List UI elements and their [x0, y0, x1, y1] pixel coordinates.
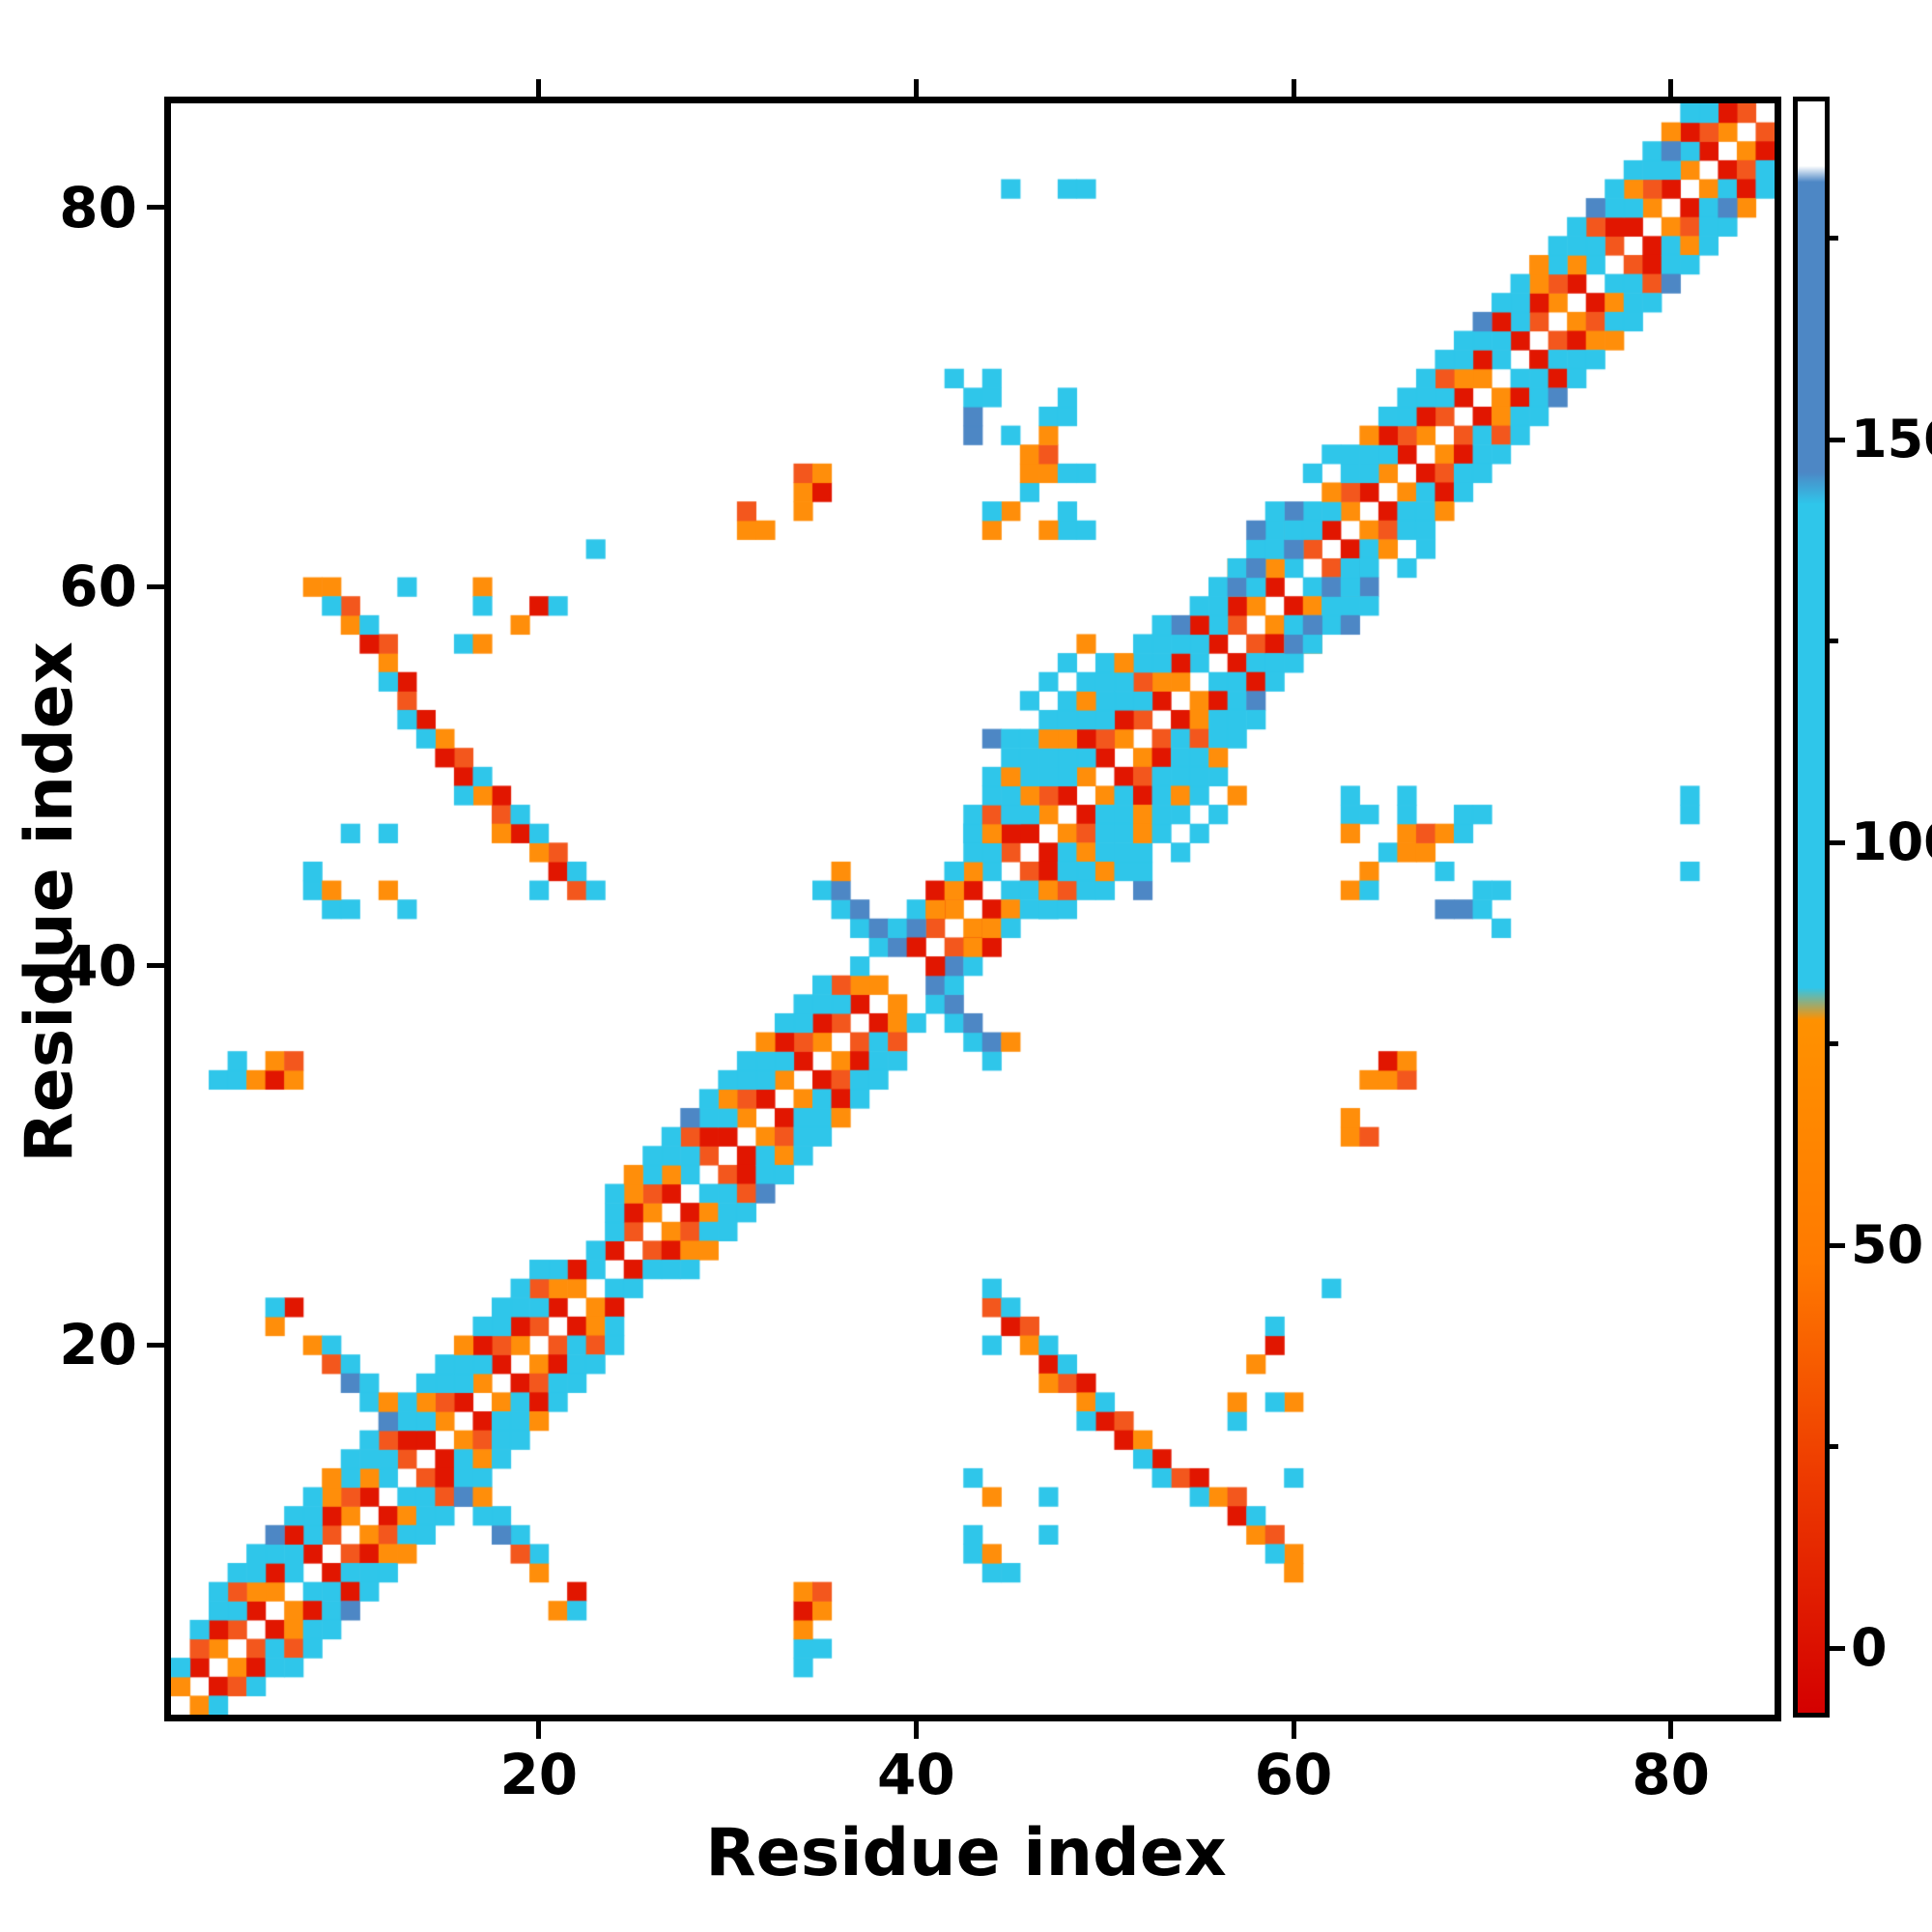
- colorbar-minor-tick-mark: [1830, 1041, 1838, 1047]
- x-tick-mark: [1291, 1721, 1296, 1739]
- colorbar-tick-label: 100: [1851, 811, 1932, 873]
- contact-map-canvas: [171, 103, 1775, 1715]
- y-axis-label: Residue index: [12, 641, 88, 1163]
- colorbar-tick-label: 150: [1851, 409, 1932, 470]
- colorbar-tick-mark: [1830, 1645, 1845, 1651]
- y-tick-mark: [147, 1342, 164, 1348]
- x-tick-mark: [913, 1721, 919, 1739]
- y-tick-label: 60: [59, 554, 137, 620]
- colorbar-tick-label: 0: [1851, 1617, 1888, 1679]
- x-axis-label: Residue index: [705, 1815, 1227, 1891]
- y-tick-mark: [147, 205, 164, 211]
- colorbar-minor-tick-mark: [1830, 639, 1838, 644]
- colorbar-minor-tick-mark: [1830, 1444, 1838, 1450]
- colorbar: [1793, 97, 1830, 1718]
- x-tick-label: 20: [499, 1742, 579, 1807]
- x-tick-mark: [1668, 1721, 1674, 1739]
- colorbar-tick-label: 50: [1851, 1214, 1924, 1276]
- plot-area: [164, 97, 1781, 1721]
- x-top-tick-mark: [1291, 79, 1296, 97]
- y-tick-mark: [147, 963, 164, 969]
- x-top-tick-mark: [1668, 79, 1674, 97]
- x-top-tick-mark: [913, 79, 919, 97]
- colorbar-tick-mark: [1830, 1242, 1845, 1248]
- colorbar-tick-mark: [1830, 437, 1845, 442]
- x-tick-label: 80: [1632, 1742, 1710, 1807]
- y-tick-label: 20: [59, 1312, 137, 1378]
- y-tick-label: 80: [59, 174, 137, 241]
- x-top-tick-mark: [536, 79, 542, 97]
- y-tick-label: 40: [59, 932, 137, 999]
- x-tick-mark: [536, 1721, 542, 1739]
- colorbar-minor-tick-mark: [1830, 236, 1838, 242]
- x-tick-label: 60: [1254, 1742, 1333, 1807]
- x-tick-label: 40: [877, 1742, 955, 1807]
- colorbar-tick-mark: [1830, 839, 1845, 845]
- y-tick-mark: [147, 583, 164, 589]
